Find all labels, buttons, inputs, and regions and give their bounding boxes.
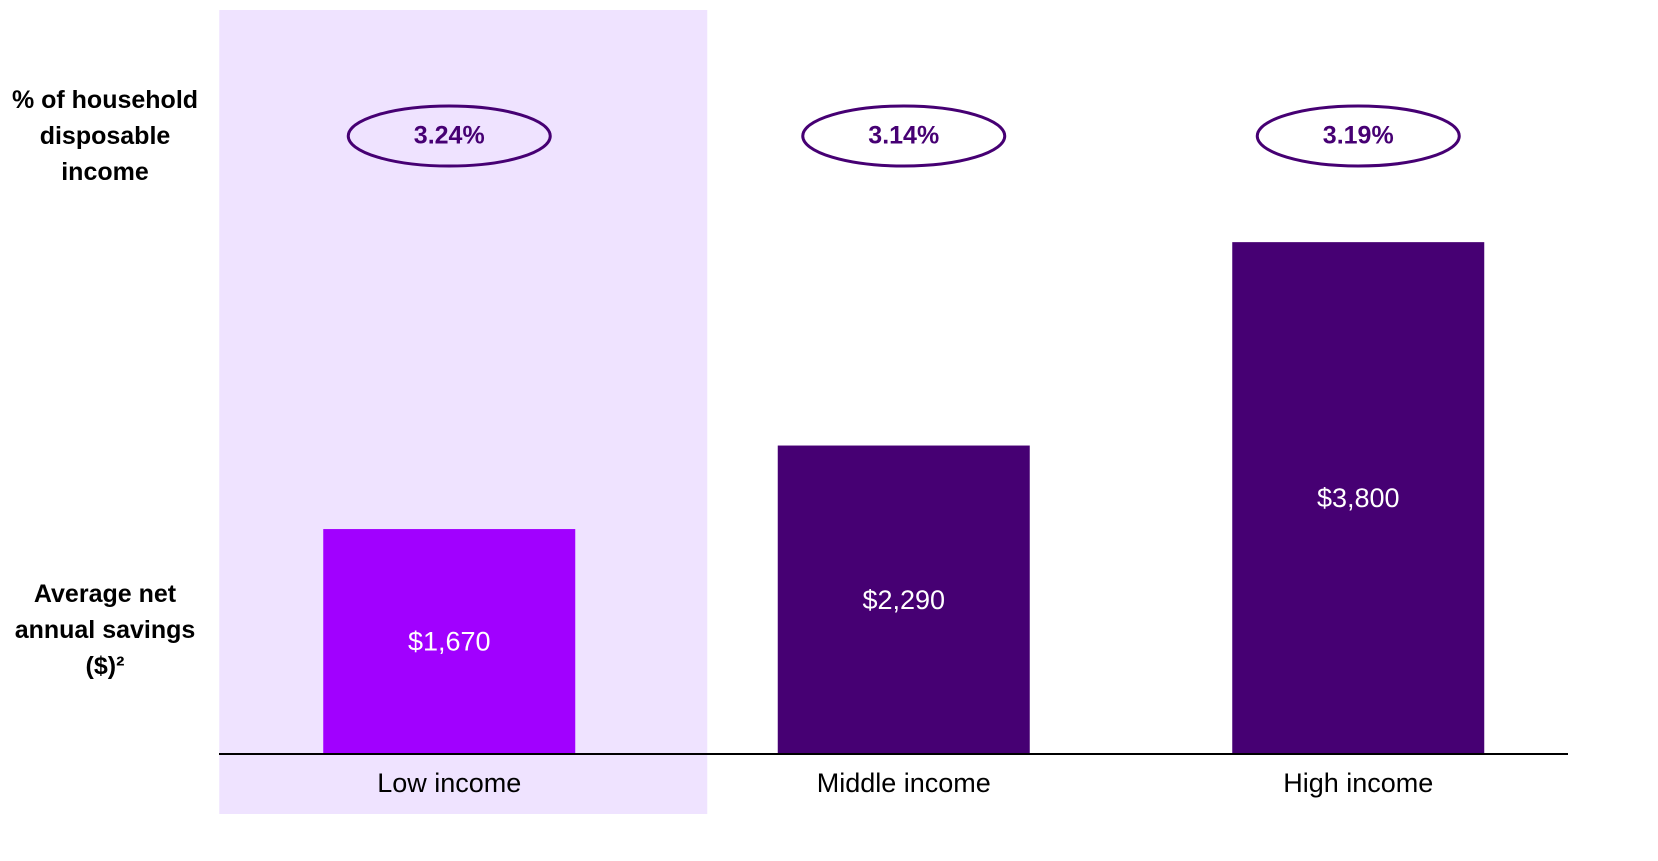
value-label: $2,290 — [862, 585, 945, 615]
percent-badge — [346, 104, 552, 168]
bar — [1232, 242, 1485, 754]
percent-badge — [1255, 104, 1461, 168]
x-tick-label: Middle income — [817, 768, 991, 798]
bar — [777, 445, 1030, 754]
x-tick-label: High income — [1283, 768, 1433, 798]
percent-label: 3.24% — [414, 122, 485, 150]
value-label: $1,670 — [408, 627, 491, 657]
x-tick-label: Low income — [377, 768, 521, 798]
bar — [323, 529, 576, 754]
row-label: Average net annual savings ($)² — [14, 580, 196, 680]
percent-badge — [801, 104, 1007, 168]
percent-label: 3.14% — [868, 122, 939, 150]
percent-label: 3.19% — [1323, 122, 1394, 150]
row-label: % of household disposable income — [11, 86, 199, 186]
value-label: $3,800 — [1317, 483, 1400, 513]
